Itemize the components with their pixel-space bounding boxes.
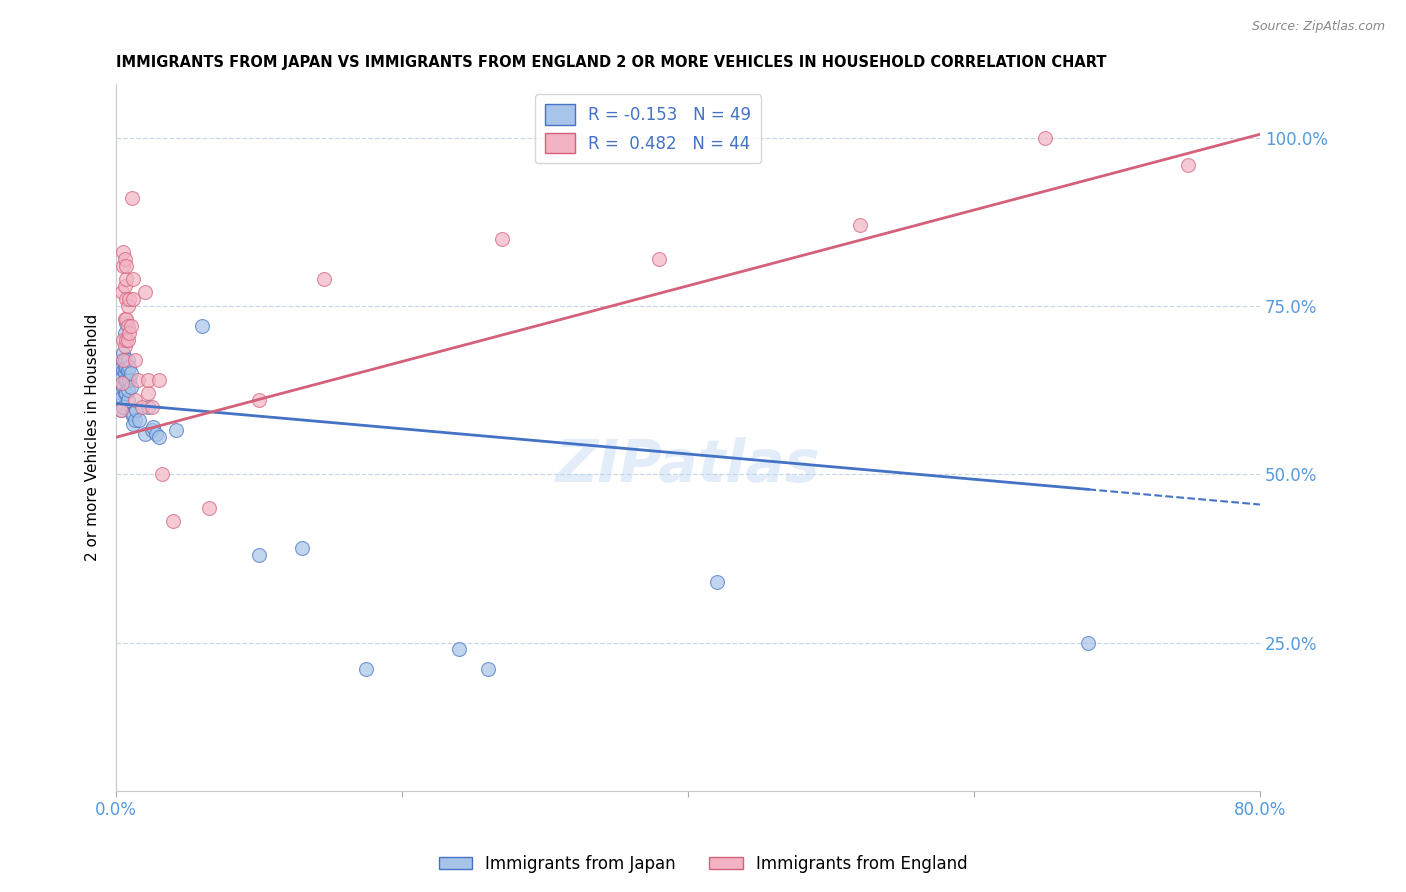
Point: [247, 548, 270, 562]
Point: [114, 312, 136, 326]
Point: [114, 352, 136, 367]
Y-axis label: 2 or more Vehicles in Household: 2 or more Vehicles in Household: [86, 314, 100, 561]
Point: [848, 218, 870, 232]
Point: [117, 319, 139, 334]
Point: [145, 426, 167, 441]
Legend: R = -0.153   N = 49, R =  0.482   N = 44: R = -0.153 N = 49, R = 0.482 N = 44: [534, 95, 761, 163]
Point: [136, 400, 159, 414]
Point: [131, 400, 153, 414]
Point: [117, 383, 139, 397]
Point: [134, 426, 156, 441]
Point: [110, 403, 132, 417]
Point: [477, 662, 499, 676]
Point: [114, 386, 136, 401]
Point: [191, 319, 214, 334]
Point: [120, 319, 142, 334]
Text: Source: ZipAtlas.com: Source: ZipAtlas.com: [1251, 20, 1385, 33]
Point: [118, 326, 141, 340]
Point: [114, 278, 136, 293]
Point: [117, 299, 139, 313]
Point: [117, 352, 139, 367]
Point: [120, 380, 142, 394]
Point: [648, 252, 671, 266]
Text: ZIPatlas: ZIPatlas: [555, 437, 820, 494]
Point: [111, 376, 134, 391]
Point: [125, 403, 148, 417]
Point: [121, 191, 143, 205]
Point: [118, 373, 141, 387]
Text: IMMIGRANTS FROM JAPAN VS IMMIGRANTS FROM ENGLAND 2 OR MORE VEHICLES IN HOUSEHOLD: IMMIGRANTS FROM JAPAN VS IMMIGRANTS FROM…: [117, 55, 1107, 70]
Point: [1035, 130, 1057, 145]
Point: [114, 326, 136, 340]
Point: [198, 500, 221, 515]
Point: [115, 333, 138, 347]
Point: [118, 359, 141, 374]
Point: [124, 413, 146, 427]
Point: [128, 413, 150, 427]
Legend: Immigrants from Japan, Immigrants from England: Immigrants from Japan, Immigrants from E…: [432, 848, 974, 880]
Point: [112, 380, 135, 394]
Point: [136, 386, 159, 401]
Point: [148, 373, 170, 387]
Point: [1077, 635, 1099, 649]
Point: [112, 259, 135, 273]
Point: [114, 373, 136, 387]
Point: [112, 245, 135, 260]
Point: [115, 259, 138, 273]
Point: [141, 400, 163, 414]
Point: [117, 333, 139, 347]
Point: [247, 393, 270, 408]
Point: [115, 386, 138, 401]
Point: [114, 359, 136, 374]
Point: [111, 285, 134, 300]
Point: [491, 232, 513, 246]
Point: [112, 346, 135, 360]
Point: [115, 373, 138, 387]
Point: [356, 662, 378, 676]
Point: [112, 400, 135, 414]
Point: [142, 420, 165, 434]
Point: [110, 386, 132, 401]
Point: [112, 352, 135, 367]
Point: [148, 430, 170, 444]
Point: [134, 285, 156, 300]
Point: [117, 363, 139, 377]
Point: [114, 366, 136, 380]
Point: [114, 339, 136, 353]
Point: [141, 424, 163, 438]
Point: [1177, 158, 1199, 172]
Point: [122, 292, 145, 306]
Point: [111, 359, 134, 374]
Point: [121, 407, 143, 421]
Point: [449, 642, 471, 657]
Point: [117, 393, 139, 408]
Point: [122, 272, 145, 286]
Point: [136, 373, 159, 387]
Point: [291, 541, 314, 556]
Point: [162, 514, 184, 528]
Point: [115, 316, 138, 330]
Point: [112, 333, 135, 347]
Point: [122, 417, 145, 431]
Point: [114, 252, 136, 266]
Point: [165, 424, 187, 438]
Point: [115, 292, 138, 306]
Point: [115, 312, 138, 326]
Point: [110, 403, 132, 417]
Point: [122, 407, 145, 421]
Point: [120, 366, 142, 380]
Point: [115, 272, 138, 286]
Point: [127, 373, 149, 387]
Point: [115, 359, 138, 374]
Point: [111, 369, 134, 384]
Point: [706, 574, 728, 589]
Point: [312, 272, 335, 286]
Point: [150, 467, 173, 482]
Point: [112, 363, 135, 377]
Point: [112, 352, 135, 367]
Point: [124, 393, 146, 408]
Point: [124, 352, 146, 367]
Point: [118, 292, 141, 306]
Point: [111, 390, 134, 404]
